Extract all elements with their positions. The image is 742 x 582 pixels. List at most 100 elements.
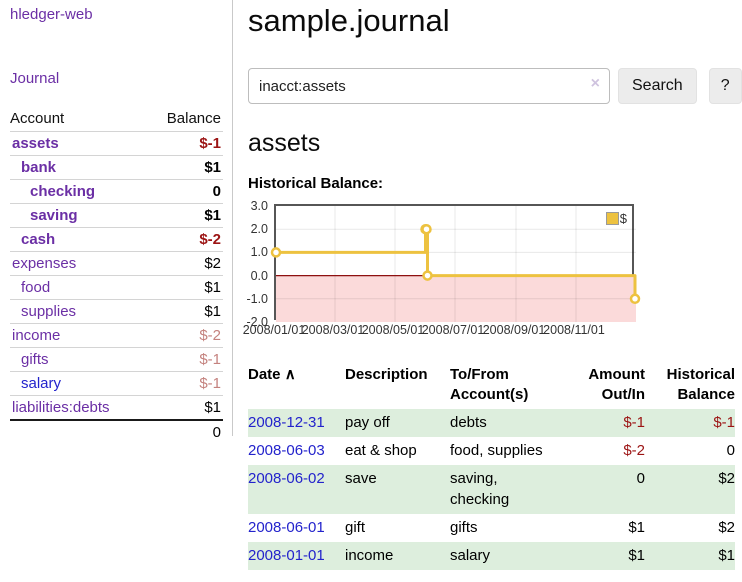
x-axis-tick-label: 2008/05/01 (361, 323, 425, 337)
transaction-date-link[interactable]: 2008-01-01 (248, 546, 325, 564)
account-link[interactable]: supplies (21, 303, 77, 320)
transaction-balance: $-1 (713, 413, 735, 431)
transaction-row: 2008-06-02 save saving, checking 0 $2 (248, 464, 735, 514)
account-balance: $1 (204, 159, 221, 176)
account-link[interactable]: assets (12, 135, 59, 152)
account-balance: $-2 (199, 327, 221, 344)
historical-balance-chart: 3.0 2.0 1.0 0.0 -1.0 -2.0 $ 2008/01/01 2008/03… (243, 199, 641, 341)
accounts-total-value: 0 (212, 424, 221, 441)
y-axis-tick-label: -1.0 (246, 291, 268, 306)
sort-ascending-icon: ∧ (284, 366, 296, 383)
account-row: salary $-1 (10, 371, 223, 395)
search-form: × Search ? (248, 68, 742, 104)
transaction-date-cell: 2008-06-01 (248, 514, 345, 542)
chart-plot-area: $ (270, 204, 641, 322)
accounts-rows: assets $-1 bank $1 checking 0 saving $1 cash $-2 e… (10, 131, 223, 419)
amount-column-header: Amount Out/In (588, 366, 645, 404)
account-row: assets $-1 (10, 131, 223, 155)
x-axis-tick-label: 2008/07/01 (421, 323, 485, 337)
account-link[interactable]: gifts (21, 351, 49, 368)
transaction-row: 2008-06-03 eat & shop food, supplies $-2 0 (248, 437, 735, 465)
account-row: cash $-2 (10, 227, 223, 251)
x-axis-tick-label: 2008/03/01 (301, 323, 365, 337)
x-axis-tick-label: 2008/09/01 (482, 323, 546, 337)
y-axis-tick-label: 0.0 (250, 268, 268, 283)
transaction-accounts: gifts (450, 518, 478, 536)
transaction-date-link[interactable]: 2008-12-31 (248, 413, 325, 431)
transaction-description: eat & shop (345, 441, 417, 459)
transaction-balance: 0 (726, 441, 735, 459)
account-balance: $1 (204, 399, 221, 416)
y-axis-tick-label: 3.0 (250, 199, 268, 213)
account-balance: $1 (204, 279, 221, 296)
transaction-date-cell: 2008-06-02 (248, 465, 345, 514)
accounts-table-header: Account Balance (10, 108, 223, 131)
transaction-date-link[interactable]: 2008-06-01 (248, 518, 325, 536)
account-row: saving $1 (10, 203, 223, 227)
account-row: expenses $2 (10, 251, 223, 275)
account-row: supplies $1 (10, 299, 223, 323)
account-balance: 0 (212, 183, 221, 200)
transactions-table: Date ∧ Description To/From Account(s) Am… (248, 363, 735, 570)
transaction-accounts: debts (450, 413, 487, 431)
chart-y-axis: 3.0 2.0 1.0 0.0 -1.0 -2.0 (246, 199, 270, 329)
search-input[interactable] (248, 68, 610, 104)
transaction-balance: $2 (718, 469, 735, 487)
account-row: income $-2 (10, 323, 223, 347)
account-link[interactable]: bank (21, 159, 57, 176)
transaction-description: save (345, 469, 377, 487)
transaction-description: pay off (345, 413, 390, 431)
historical-balance-column-header: Historical Balance (666, 366, 735, 404)
y-axis-tick-label: 2.0 (250, 222, 268, 237)
transaction-row: 2008-12-31 pay off debts $-1 $-1 (248, 408, 735, 437)
account-row: liabilities:debts $1 (10, 395, 223, 419)
account-link[interactable]: liabilities:debts (12, 399, 110, 416)
legend-swatch (605, 212, 619, 225)
transaction-amount: $1 (628, 518, 645, 536)
account-link[interactable]: food (21, 279, 51, 296)
account-link[interactable]: expenses (12, 255, 77, 272)
account-link[interactable]: cash (21, 231, 56, 248)
transaction-date-link[interactable]: 2008-06-02 (248, 469, 325, 487)
chart-x-axis: 2008/01/01 2008/03/01 2008/05/01 2008/07/01… (243, 323, 634, 341)
transactions-header-row: Date ∧ Description To/From Account(s) Am… (248, 363, 735, 409)
transaction-amount: 0 (636, 469, 645, 487)
transaction-date-link[interactable]: 2008-06-03 (248, 441, 325, 459)
transaction-description: income (345, 546, 394, 564)
account-link[interactable]: saving (30, 207, 78, 224)
chart-legend: $ (605, 211, 627, 226)
accounts-table: Account Balance assets $-1 bank $1 checking 0… (10, 108, 223, 444)
transaction-description: gift (345, 518, 366, 536)
transaction-accounts: salary (450, 546, 491, 564)
account-link[interactable]: income (12, 327, 61, 344)
account-balance: $-1 (199, 375, 221, 392)
x-axis-tick-label: 2008/01/01 (242, 323, 306, 337)
account-link[interactable]: checking (30, 183, 96, 200)
x-axis-tick-label: 2008/11/01 (543, 323, 605, 337)
account-balance: $1 (204, 207, 221, 224)
balance-column-header: Balance (166, 110, 221, 127)
account-link[interactable]: salary (21, 375, 62, 392)
date-column-header[interactable]: Date ∧ (248, 366, 296, 383)
transaction-accounts: saving, checking (450, 469, 510, 508)
transaction-date-cell: 2008-01-01 (248, 542, 345, 570)
transaction-amount: $1 (628, 546, 645, 564)
sidebar-item-journal[interactable]: Journal (10, 70, 60, 87)
app-brand-link[interactable]: hledger-web (10, 6, 93, 23)
account-row: checking 0 (10, 179, 223, 203)
help-button[interactable]: ? (708, 68, 742, 104)
main-content: sample.journal × Search ? assets Histori… (243, 0, 742, 570)
account-heading: assets (248, 129, 321, 157)
y-axis-tick-label: 1.0 (250, 245, 268, 260)
transaction-amount: $-1 (623, 413, 645, 431)
transaction-balance: $2 (718, 518, 735, 536)
account-balance: $-1 (199, 135, 221, 152)
search-button[interactable]: Search (618, 68, 697, 104)
account-balance: $-2 (199, 231, 221, 248)
account-balance: $2 (204, 255, 221, 272)
legend-label: $ (619, 211, 627, 226)
accounts-total-row: 0 (10, 419, 223, 444)
transaction-row: 2008-06-01 gift gifts $1 $2 (248, 514, 735, 542)
clear-search-icon[interactable]: × (590, 75, 600, 92)
account-balance: $1 (204, 303, 221, 320)
